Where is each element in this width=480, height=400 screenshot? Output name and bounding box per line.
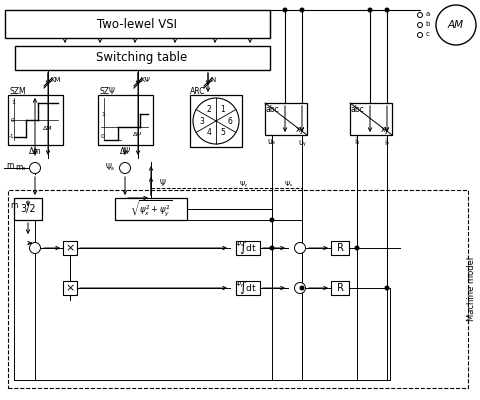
Text: uᵧ: uᵧ (298, 138, 306, 146)
Circle shape (368, 8, 372, 12)
Circle shape (283, 8, 287, 12)
Text: -1: -1 (9, 134, 14, 140)
Text: Ψₓ: Ψₓ (236, 241, 244, 247)
Circle shape (436, 5, 476, 45)
FancyBboxPatch shape (98, 95, 153, 145)
Text: $\int$dt: $\int$dt (239, 240, 257, 256)
Text: 3: 3 (200, 116, 204, 126)
Text: 1: 1 (11, 100, 15, 106)
Text: Two-lewel VSI: Two-lewel VSI (97, 18, 177, 30)
Circle shape (295, 242, 305, 254)
Text: 4: 4 (207, 128, 212, 138)
Text: ×: × (65, 283, 75, 293)
Text: m: m (10, 200, 17, 210)
Circle shape (120, 162, 131, 174)
Circle shape (418, 32, 422, 38)
Text: Δm: Δm (29, 146, 41, 156)
FancyBboxPatch shape (190, 95, 242, 147)
Text: ΔΨ: ΔΨ (133, 132, 143, 138)
Text: Ψᵧ: Ψᵧ (236, 281, 244, 287)
Text: ΔΨ: ΔΨ (120, 146, 131, 156)
Text: abc: abc (265, 104, 279, 114)
Text: $\sqrt{\psi_x^2+\psi_y^2}$: $\sqrt{\psi_x^2+\psi_y^2}$ (130, 199, 172, 219)
Circle shape (385, 8, 389, 12)
Text: AM: AM (448, 20, 464, 30)
Text: 2: 2 (207, 104, 212, 114)
Text: abc: abc (350, 104, 364, 114)
Circle shape (295, 282, 305, 294)
Text: ARC: ARC (190, 88, 205, 96)
FancyBboxPatch shape (265, 103, 307, 135)
Text: iᵧ: iᵧ (384, 138, 390, 146)
Text: $\int$dt: $\int$dt (239, 280, 257, 296)
Text: Machine model: Machine model (467, 257, 476, 321)
Text: Ψᵧ: Ψᵧ (240, 181, 248, 187)
FancyBboxPatch shape (5, 10, 270, 38)
Circle shape (300, 286, 304, 290)
Circle shape (270, 246, 274, 250)
Text: 5: 5 (220, 128, 225, 138)
Text: KΨ: KΨ (140, 77, 150, 83)
Text: SZΨ: SZΨ (100, 88, 116, 96)
Text: 0: 0 (11, 118, 15, 122)
Text: iₓ: iₓ (354, 138, 360, 146)
Text: SZM: SZM (10, 88, 26, 96)
Text: m: m (6, 160, 14, 170)
Text: ΔM: ΔM (43, 126, 53, 130)
Text: 0: 0 (101, 134, 105, 138)
FancyBboxPatch shape (236, 241, 260, 255)
Text: Ψₓ: Ψₓ (285, 181, 293, 187)
Text: Ψₐ: Ψₐ (106, 164, 114, 172)
FancyBboxPatch shape (14, 198, 42, 220)
Text: 6: 6 (228, 116, 232, 126)
Text: b: b (426, 21, 430, 27)
Text: Switching table: Switching table (96, 52, 188, 64)
Text: a: a (426, 11, 430, 17)
Text: 3/2: 3/2 (20, 204, 36, 214)
FancyBboxPatch shape (63, 281, 77, 295)
Circle shape (418, 12, 422, 18)
FancyBboxPatch shape (236, 281, 260, 295)
Text: xy: xy (381, 124, 389, 134)
Text: xy: xy (296, 124, 304, 134)
Text: N: N (210, 77, 215, 83)
Circle shape (385, 286, 389, 290)
Text: R: R (336, 283, 343, 293)
Text: mₐ: mₐ (15, 164, 25, 172)
Text: uₓ: uₓ (268, 138, 276, 146)
FancyBboxPatch shape (331, 281, 349, 295)
Circle shape (193, 98, 239, 144)
Circle shape (355, 246, 359, 250)
FancyBboxPatch shape (8, 95, 63, 145)
Text: c: c (426, 31, 430, 37)
Circle shape (29, 162, 40, 174)
Text: 1: 1 (220, 104, 225, 114)
Text: 1: 1 (101, 112, 105, 116)
Circle shape (29, 242, 40, 254)
Circle shape (300, 8, 304, 12)
Text: R: R (336, 243, 343, 253)
FancyBboxPatch shape (15, 46, 270, 70)
FancyBboxPatch shape (331, 241, 349, 255)
FancyBboxPatch shape (350, 103, 392, 135)
Circle shape (270, 218, 274, 222)
Text: ×: × (65, 243, 75, 253)
Text: Ψ: Ψ (160, 180, 166, 188)
FancyBboxPatch shape (63, 241, 77, 255)
FancyBboxPatch shape (115, 198, 187, 220)
Text: KM: KM (50, 77, 60, 83)
Circle shape (418, 22, 422, 28)
